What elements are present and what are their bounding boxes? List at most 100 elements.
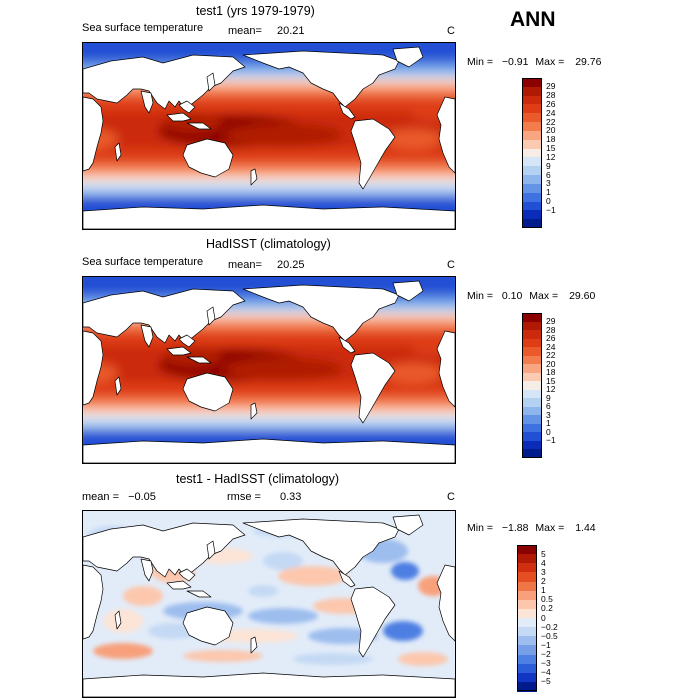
colorbar-tick-label: 12 [546,384,556,395]
colorbar-tick-label: −1 [541,639,551,650]
colorbar-cell [522,381,542,391]
mean-stat: mean= 20.25 [228,259,305,271]
colorbar-cell [522,175,542,185]
colorbar-tick-label: −3 [541,658,551,669]
colorbar-tick-label: 24 [546,107,556,118]
colorbar-tick-label: 29 [546,316,556,327]
colorbar-cell [522,398,542,408]
colorbar-tick-label: 29 [546,81,556,92]
colorbar-tick-label: −0.2 [541,621,558,632]
colorbar-cell [522,372,542,382]
colorbar-cell [517,590,537,601]
colorbar-cell [522,78,542,88]
colorbar-cell [522,364,542,374]
colorbar-tick-label: 24 [546,341,556,352]
rmse-value: 0.33 [280,491,302,503]
colorbar-cell [517,654,537,665]
colorbar-cell [522,440,542,450]
colorbar-tick-label: 22 [546,116,556,127]
variable-label: Sea surface temperature [82,22,204,34]
colorbar-cell [517,572,537,582]
colorbar-tick-label: −0.5 [541,630,558,641]
colorbar-frame [522,313,542,458]
minmax-readout: Min = −0.91 Max = 29.76 [467,56,601,68]
max-value: 1.44 [575,522,596,534]
mean-label: mean= [228,259,262,271]
colorbar-cell [517,599,537,610]
rmse-stat: rmse = 0.33 [227,491,301,503]
colorbar-tick-label: 6 [546,401,551,412]
sst-field-reference [83,277,455,463]
colorbar-tick-label: −1 [546,204,556,215]
colorbar-tick-label: 6 [546,169,551,180]
colorbar-frame [517,545,537,691]
max-value: 29.76 [575,56,602,68]
colorbar-cell [522,449,542,459]
season-label: ANN [510,8,556,31]
mean-value: 20.21 [277,25,305,37]
colorbar-cell [522,423,542,433]
sst-diff-field [83,511,455,697]
colorbar-tick-label: 26 [546,98,556,109]
colorbar-tick-label: 18 [546,134,556,145]
colorbar-tick-label: 1 [541,585,546,596]
units-label: C [447,25,455,37]
colorbar-cell [517,681,537,692]
colorbar-tick-label: 0 [546,426,551,437]
min-value: −0.91 [501,56,529,68]
colorbar-cell [522,113,542,123]
colorbar-tick-label: 9 [546,392,551,403]
colorbar-cell [522,183,542,194]
colorbar-cell [522,355,542,365]
colorbar-tick-label: 5 [541,548,546,559]
colorbar-tick-label: 1 [546,418,551,429]
colorbar-tick-label: 28 [546,90,556,101]
colorbar-cell [522,122,542,132]
mean-label: mean = [82,491,119,503]
colorbar-cell [517,618,537,628]
colorbar-tick-label: 0 [541,612,546,623]
colorbar-cell [522,166,542,176]
colorbar-tick-label: −5 [541,676,551,687]
minmax-readout: Min = 0.10 Max = 29.60 [467,290,595,302]
minmax-readout: Min = −1.88 Max = 1.44 [467,522,596,534]
colorbar-cell [522,219,542,229]
min-label: Min = [467,56,493,68]
colorbar-tick-label: 1 [546,187,551,198]
colorbar-cell [517,554,537,564]
colorbar-tick-label: 3 [541,566,546,577]
variable-label: Sea surface temperature [82,256,204,268]
colorbar-tick-label: 2 [541,576,546,586]
rmse-label: rmse = [227,491,261,503]
colorbar-cell [522,321,542,331]
colorbar-cell [517,563,537,573]
colorbar-cell [522,330,542,340]
colorbar-cell [517,645,537,655]
colorbar-cell [522,104,542,114]
colorbar-cell [522,406,542,416]
colorbar-tick-label: 20 [546,125,556,136]
mean-stat: mean = −0.05 [82,491,156,503]
colorbar-cell [522,157,542,167]
colorbar-cell [522,338,542,348]
colorbar-tick-label: 28 [546,324,556,335]
colorbar-cell [522,389,542,399]
colorbar-tick-label: 4 [541,557,546,568]
colorbar-cell [522,192,542,203]
colorbar-tick-label: 3 [546,178,551,189]
colorbar-cell [522,210,542,220]
colorbar-cell [522,432,542,442]
colorbar-cell [522,139,542,150]
colorbar-tick-label: 20 [546,358,556,369]
max-label: Max = [529,290,559,302]
colorbar-cell [517,608,537,619]
colorbar-cell [517,672,537,683]
sst-field-test [83,43,455,229]
colorbar-cell [517,636,537,646]
colorbar-tick-label: 0 [546,196,551,207]
sst-diff-map [82,510,456,698]
min-value: 0.10 [501,290,523,302]
colorbar-tick-label: 3 [546,409,551,420]
max-label: Max = [535,56,565,68]
min-value: −1.88 [501,522,529,534]
